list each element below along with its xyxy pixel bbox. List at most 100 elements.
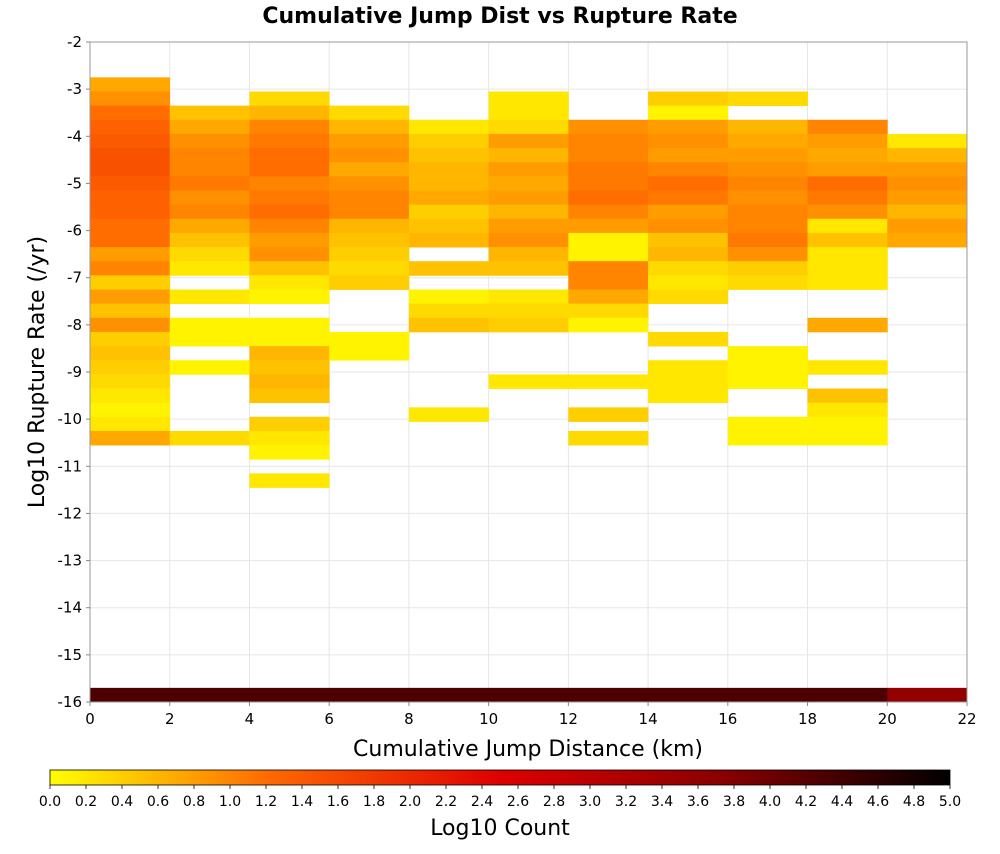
- heatmap-cell: [329, 687, 410, 702]
- heatmap-cell: [90, 331, 171, 347]
- heatmap-cell: [568, 148, 649, 163]
- heatmap-cell: [249, 218, 330, 234]
- heatmap-cell: [249, 261, 330, 276]
- heatmap-cell: [727, 190, 808, 206]
- x-tick-label: 12: [559, 710, 578, 728]
- heatmap-cell: [249, 687, 330, 702]
- heatmap-cell: [887, 176, 968, 191]
- heatmap-cell: [249, 176, 330, 191]
- x-axis-label: Cumulative Jump Distance (km): [353, 737, 703, 762]
- heatmap-cell: [90, 247, 171, 262]
- colorbar-tick-label: 0.8: [183, 794, 205, 810]
- heatmap-cell: [648, 374, 729, 389]
- heatmap-cell: [169, 247, 250, 262]
- heatmap-cell: [90, 374, 171, 389]
- heatmap-cell: [249, 119, 330, 135]
- heatmap-cell: [90, 388, 171, 404]
- heatmap-cell: [169, 119, 250, 135]
- heatmap-cell: [90, 204, 171, 220]
- heatmap-cell: [408, 133, 490, 149]
- heatmap-cell: [90, 289, 171, 305]
- heatmap-cell: [807, 204, 888, 220]
- colorbar-tick-label: 0.0: [39, 794, 61, 810]
- heatmap-cell: [329, 204, 410, 220]
- heatmap-cell: [648, 119, 729, 135]
- y-tick-label: -13: [58, 552, 83, 570]
- heatmap-cell: [727, 374, 808, 389]
- x-tick-label: 22: [957, 710, 976, 728]
- heatmap-cell: [807, 402, 888, 418]
- x-axis-ticks: 0 2 4 6 8 10 12 14 16 18 20 22: [85, 702, 977, 728]
- heatmap-cell: [249, 360, 330, 375]
- colorbar-tick-label: 0.6: [147, 794, 169, 810]
- colorbar-tick-label: 1.2: [255, 794, 277, 810]
- heatmap-cell: [408, 162, 490, 177]
- heatmap-cell: [648, 388, 729, 404]
- y-tick-label: -6: [67, 222, 82, 240]
- heatmap-cell: [568, 261, 649, 276]
- heatmap-cell: [169, 687, 250, 702]
- heatmap-cell: [648, 133, 729, 149]
- heatmap-cell: [90, 317, 171, 333]
- y-tick-label: -15: [58, 646, 83, 664]
- heatmap-cell: [887, 162, 968, 177]
- heatmap-cell: [568, 232, 649, 248]
- heatmap-cell: [249, 430, 330, 446]
- heatmap-cell: [727, 360, 808, 375]
- y-tick-label: -10: [58, 410, 83, 428]
- y-tick-label: -3: [67, 80, 82, 98]
- heatmap-cell: [727, 346, 808, 361]
- heatmap-cell: [169, 360, 250, 375]
- y-tick-label: -4: [67, 127, 82, 145]
- heatmap-cell: [648, 232, 729, 248]
- heatmap-cell: [329, 148, 410, 163]
- heatmap-cell: [249, 346, 330, 361]
- heatmap-cell: [90, 77, 171, 92]
- heatmap-cell: [90, 190, 171, 206]
- heatmap-cell: [488, 148, 569, 163]
- heatmap-cell: [807, 360, 888, 375]
- colorbar-tick-label: 4.4: [831, 794, 853, 810]
- heatmap-cell: [408, 232, 490, 248]
- heatmap-cell: [169, 176, 250, 191]
- colorbar-tick-label: 1.4: [291, 794, 313, 810]
- heatmap-cell: [408, 119, 490, 135]
- heatmap-cell: [329, 247, 410, 262]
- heatmap-cell: [648, 261, 729, 276]
- heatmap-cell: [488, 289, 569, 305]
- heatmap-cell: [648, 247, 729, 262]
- heatmap-cell: [648, 289, 729, 305]
- colorbar-tick-label: 2.2: [435, 794, 457, 810]
- heatmap-cell: [169, 261, 250, 276]
- heatmap-cell: [169, 148, 250, 163]
- colorbar-tick-label: 0.2: [75, 794, 97, 810]
- heatmap-cell: [249, 133, 330, 149]
- heatmap-cell: [887, 133, 968, 149]
- heatmap-cell: [249, 374, 330, 389]
- heatmap-cell: [329, 190, 410, 206]
- y-tick-label: -8: [67, 316, 82, 334]
- heatmap-cell: [169, 105, 250, 121]
- heatmap-cell: [488, 91, 569, 107]
- heatmap-cell: [249, 105, 330, 121]
- heatmap-cell: [90, 303, 171, 319]
- heatmap-cell: [249, 232, 330, 248]
- heatmap-cell: [807, 687, 888, 702]
- heatmap-cell: [90, 133, 171, 149]
- heatmap-cell: [249, 190, 330, 206]
- heatmap-cell: [488, 218, 569, 234]
- y-tick-label: -7: [67, 269, 82, 287]
- heatmap-cell: [249, 388, 330, 404]
- heatmap-cell: [727, 218, 808, 234]
- x-tick-label: 16: [718, 710, 737, 728]
- heatmap-cell: [90, 402, 171, 418]
- heatmap-cell: [169, 133, 250, 149]
- heatmap-cell: [169, 430, 250, 446]
- heatmap-cell: [727, 204, 808, 220]
- heatmap-cell: [90, 275, 171, 290]
- heatmap-cell: [568, 407, 649, 422]
- colorbar: [49, 769, 951, 786]
- heatmap-cell: [648, 105, 729, 121]
- heatmap-cell: [887, 148, 968, 163]
- heatmap-cell: [329, 133, 410, 149]
